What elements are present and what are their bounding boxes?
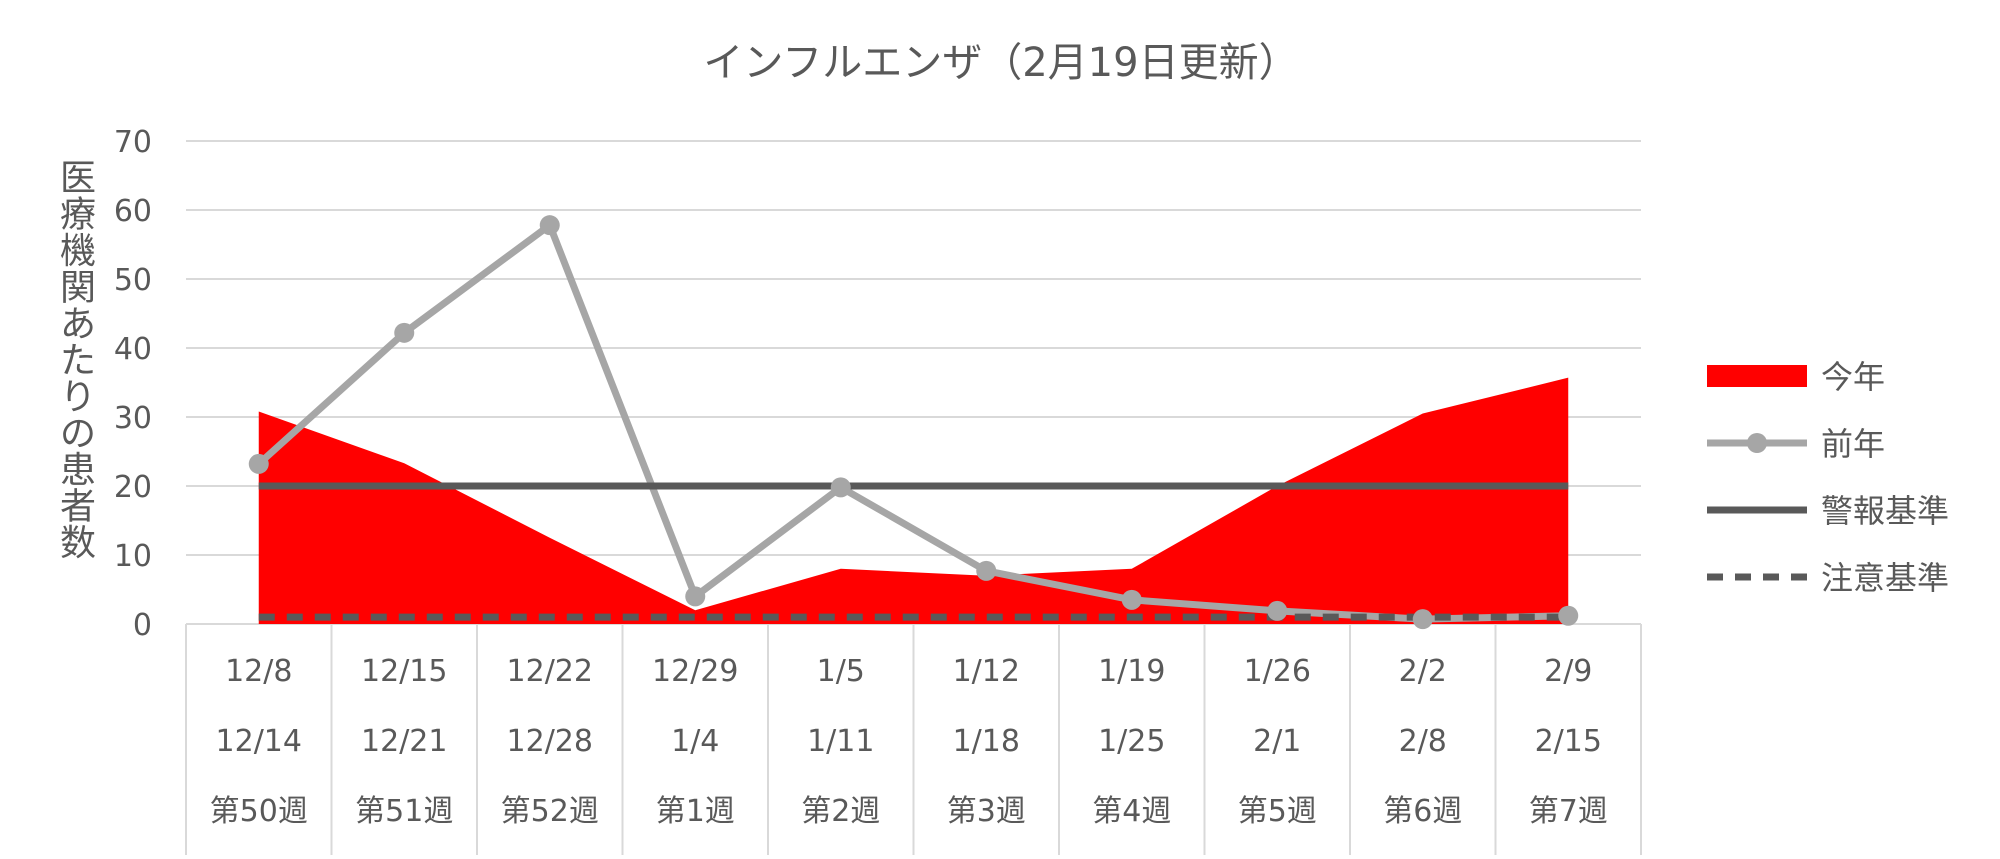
data-point-marker bbox=[1412, 609, 1433, 630]
x-tick-label: 1/26 bbox=[1244, 654, 1311, 689]
x-tick-label: 第1週 bbox=[656, 794, 735, 829]
legend-label: 前年 bbox=[1821, 425, 1885, 463]
legend-label: 警報基準 bbox=[1821, 492, 1949, 530]
data-point-marker bbox=[248, 453, 269, 474]
y-tick-label: 10 bbox=[114, 539, 152, 574]
x-tick-label: 2/8 bbox=[1399, 724, 1447, 759]
x-tick-label: 第7週 bbox=[1529, 794, 1608, 829]
x-tick-label: 第2週 bbox=[801, 794, 880, 829]
x-tick-label: 12/29 bbox=[652, 654, 738, 689]
legend-swatch-area bbox=[1707, 365, 1807, 387]
y-axis-ticks: 0 10 20 30 40 50 60 70 bbox=[114, 125, 152, 643]
data-point-marker bbox=[539, 215, 560, 236]
x-tick-label: 1/25 bbox=[1098, 724, 1165, 759]
x-tick-label: 12/14 bbox=[216, 724, 302, 759]
x-tick-label: 12/22 bbox=[507, 654, 593, 689]
area-series-group bbox=[258, 377, 1569, 624]
y-tick-label: 50 bbox=[114, 263, 152, 298]
x-tick-label: 2/2 bbox=[1399, 654, 1447, 689]
y-axis-label: 医療機関あたりの患者数 bbox=[60, 158, 96, 564]
x-tick-label: 第50週 bbox=[210, 794, 308, 829]
data-point-marker bbox=[1558, 605, 1579, 626]
x-tick-label: 2/1 bbox=[1253, 724, 1301, 759]
x-tick-label: 1/4 bbox=[671, 724, 719, 759]
legend-label: 今年 bbox=[1821, 358, 1885, 396]
x-tick-label: 12/21 bbox=[361, 724, 447, 759]
x-tick-label: 第51週 bbox=[355, 794, 453, 829]
y-tick-label: 0 bbox=[133, 608, 152, 643]
x-tick-label: 2/15 bbox=[1535, 724, 1602, 759]
data-point-marker bbox=[1267, 600, 1288, 621]
x-tick-label: 12/15 bbox=[361, 654, 447, 689]
marker-group bbox=[248, 215, 1579, 630]
x-tick-label: 1/19 bbox=[1098, 654, 1165, 689]
data-point-marker bbox=[685, 586, 706, 607]
chart-title: インフルエンザ（2月19日更新） bbox=[703, 40, 1298, 86]
x-tick-label: 1/18 bbox=[953, 724, 1020, 759]
x-tick-label: 第6週 bbox=[1383, 794, 1462, 829]
x-tick-label: 第4週 bbox=[1092, 794, 1171, 829]
y-tick-label: 70 bbox=[114, 125, 152, 160]
x-tick-label: 2/9 bbox=[1544, 654, 1592, 689]
x-tick-label: 1/12 bbox=[953, 654, 1020, 689]
data-point-marker bbox=[976, 560, 997, 581]
x-axis: 12/8 12/14 第50週 12/15 12/21 第51週 12/22 12/28 第52… bbox=[185, 623, 1642, 855]
x-tick-label: 12/8 bbox=[225, 654, 292, 689]
x-tick-label: 1/11 bbox=[807, 724, 874, 759]
legend-label: 注意基準 bbox=[1821, 559, 1949, 597]
x-tick-label: 第52週 bbox=[501, 794, 599, 829]
area-series-0 bbox=[258, 377, 1569, 624]
y-axis-title: 医療機関あたりの患者数 bbox=[60, 158, 96, 564]
data-point-marker bbox=[1121, 589, 1142, 610]
x-tick-label: 第3週 bbox=[947, 794, 1026, 829]
x-tick-label: 12/28 bbox=[507, 724, 593, 759]
line-series-1 bbox=[256, 221, 1569, 623]
line-series-group bbox=[256, 221, 1569, 623]
y-tick-label: 30 bbox=[114, 401, 152, 436]
x-tick-label: 1/5 bbox=[817, 654, 865, 689]
legend-swatch-marker bbox=[1747, 433, 1767, 453]
y-tick-label: 60 bbox=[114, 194, 152, 229]
x-tick-label: 第5週 bbox=[1238, 794, 1317, 829]
data-point-marker bbox=[830, 477, 851, 498]
data-point-marker bbox=[394, 322, 415, 343]
y-tick-label: 20 bbox=[114, 470, 152, 505]
y-tick-label: 40 bbox=[114, 332, 152, 367]
